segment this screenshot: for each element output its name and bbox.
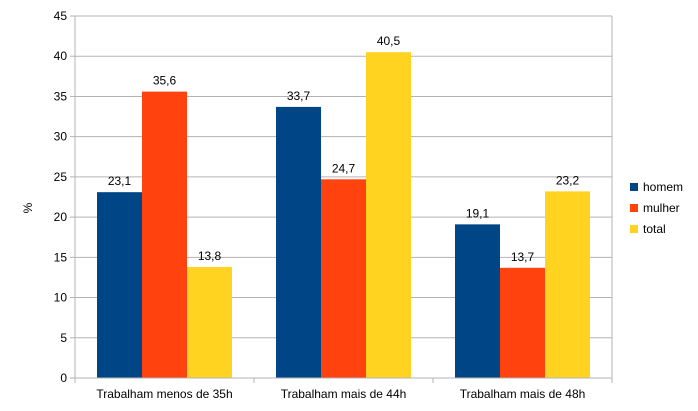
legend-swatch-homem (630, 183, 638, 191)
y-tick-label: 40 (54, 49, 68, 63)
y-tick-label: 20 (54, 210, 68, 224)
bars (97, 52, 590, 379)
bar-total (545, 191, 590, 378)
data-label: 33,7 (287, 89, 311, 103)
y-tick-label: 30 (54, 130, 68, 144)
y-axis-label: % (21, 202, 35, 213)
legend-label-homem: homem (643, 180, 683, 194)
y-tick-label: 15 (54, 250, 68, 264)
y-tick-label: 0 (60, 371, 67, 385)
bar-homem (276, 106, 321, 378)
y-tick-label: 45 (54, 9, 68, 23)
x-tick-label: Trabalham mais de 44h (281, 387, 407, 401)
axes: 0 5 10 15 20 25 30 35 40 45 Trabalham menos de 35h… (54, 9, 613, 401)
y-tick-label: 10 (54, 291, 68, 305)
legend-swatch-mulher (630, 204, 638, 212)
bar-mulher (142, 91, 187, 379)
x-tick-label: Trabalham mais de 48h (460, 387, 586, 401)
data-label: 35,6 (153, 74, 177, 88)
data-label: 19,1 (466, 206, 490, 220)
x-tick-label: Trabalham menos de 35h (96, 387, 232, 401)
data-label: 24,7 (332, 161, 356, 175)
bar-mulher (500, 267, 545, 378)
bar-total (187, 266, 232, 378)
bar-total (366, 52, 411, 378)
bar-homem (455, 224, 500, 378)
data-label: 13,7 (511, 250, 535, 264)
legend: homem mulher total (630, 180, 683, 236)
y-tick-label: 25 (54, 170, 68, 184)
y-tick-label: 35 (54, 89, 68, 103)
legend-label-total: total (643, 222, 666, 236)
bar-mulher (321, 179, 366, 378)
data-label: 23,2 (556, 173, 580, 187)
legend-swatch-total (630, 225, 638, 233)
data-label: 23,1 (108, 174, 132, 188)
y-tick-label: 5 (60, 331, 67, 345)
legend-label-mulher: mulher (643, 201, 680, 215)
data-labels: 23,1 35,6 13,8 33,7 24,7 40,5 19,1 13,7 23,2 (108, 34, 580, 264)
data-label: 40,5 (377, 34, 401, 48)
bar-homem (97, 192, 142, 378)
data-label: 13,8 (198, 249, 222, 263)
